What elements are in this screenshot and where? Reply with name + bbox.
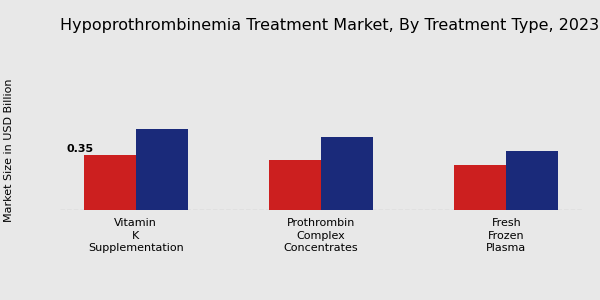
- Bar: [269, 160, 321, 210]
- Bar: [321, 137, 373, 210]
- Bar: [454, 165, 506, 210]
- Bar: [136, 129, 188, 210]
- Text: Hypoprothrombinemia Treatment Market, By Treatment Type, 2023 & 2032: Hypoprothrombinemia Treatment Market, By…: [60, 18, 600, 33]
- Text: Market Size in USD Billion: Market Size in USD Billion: [4, 78, 14, 222]
- Text: 0.35: 0.35: [67, 144, 94, 154]
- Bar: [84, 155, 136, 210]
- Bar: [506, 151, 558, 210]
